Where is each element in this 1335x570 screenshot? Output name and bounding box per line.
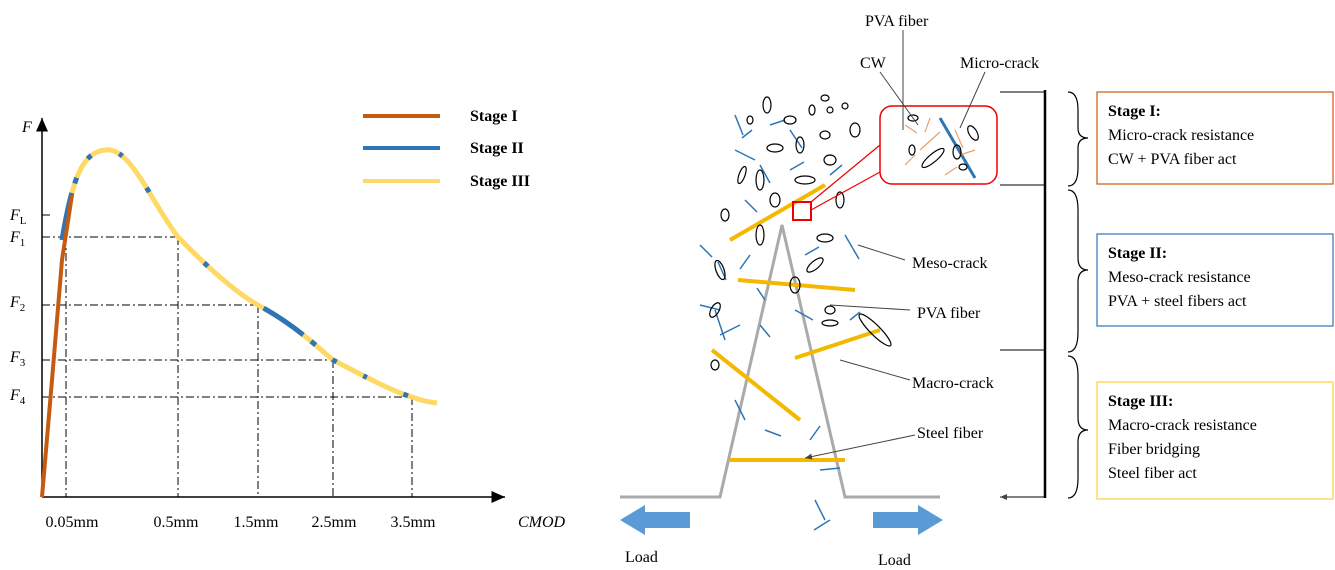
y-axis-label: F (21, 119, 32, 136)
stage-line: Fiber bridging (1108, 441, 1200, 458)
y-label-sub: 4 (20, 395, 26, 407)
stage-title: Stage I: (1108, 103, 1161, 120)
stage-line: CW + PVA fiber act (1108, 151, 1237, 168)
x-label: 0.5mm (154, 514, 199, 531)
stage-iii-curve (62, 150, 437, 403)
callout-label: Micro-crack (960, 55, 1039, 72)
callout-label: CW (860, 55, 887, 72)
x-label: 0.05mm (46, 514, 99, 531)
x-label: 3.5mm (391, 514, 436, 531)
zoom-box (880, 106, 997, 184)
y-label-base: F (9, 207, 20, 224)
y-label: F4 (9, 387, 26, 407)
callout-label: Steel fiber (917, 425, 984, 442)
figure: F CMOD FLF1F2F3F4 0.05mm0.5mm1.5mm2.5mm3… (0, 0, 1335, 570)
pores (708, 95, 895, 370)
y-label: FL (9, 207, 27, 227)
y-label-base: F (9, 229, 20, 246)
y-label: F2 (9, 294, 25, 314)
guide-lines (42, 215, 412, 497)
crack-diagram: PVA fiber CW Micro-crack Meso-crack PVA … (620, 13, 1039, 569)
y-label-base: F (9, 349, 20, 366)
load-arrow-right (873, 505, 943, 535)
stage-title: Stage II: (1108, 245, 1167, 262)
stage-line: PVA + steel fibers act (1108, 293, 1247, 310)
stage-line: Meso-crack resistance (1108, 269, 1251, 286)
notch-profile (620, 225, 940, 497)
x-label: 1.5mm (234, 514, 279, 531)
callout-label: Macro-crack (912, 375, 994, 392)
callout-label: PVA fiber (865, 13, 929, 30)
y-label-sub: 3 (20, 357, 26, 369)
y-label-sub: 2 (20, 302, 26, 314)
legend-label: Stage I (470, 108, 518, 125)
y-label-sub: 1 (20, 237, 26, 249)
stage-title: Stage III: (1108, 393, 1173, 410)
legend-label: Stage II (470, 140, 524, 157)
stage-line: Micro-crack resistance (1108, 127, 1254, 144)
x-axis-label: CMOD (518, 514, 566, 531)
y-label-base: F (9, 387, 20, 404)
callout-label: PVA fiber (917, 305, 981, 322)
zoom-connector (811, 145, 880, 210)
stage-i-curve (42, 195, 72, 497)
load-label: Load (625, 549, 658, 566)
callout-label: Meso-crack (912, 255, 988, 272)
y-label: F1 (9, 229, 25, 249)
zoom-marker (793, 202, 811, 220)
y-label-base: F (9, 294, 20, 311)
load-label: Load (878, 552, 911, 569)
y-label-sub: L (20, 215, 27, 227)
y-label: F3 (9, 349, 26, 369)
x-label: 2.5mm (312, 514, 357, 531)
stage-line: Steel fiber act (1108, 465, 1197, 482)
stage-line: Macro-crack resistance (1108, 417, 1257, 434)
load-arrow-left (620, 505, 690, 535)
legend-label: Stage III (470, 173, 530, 190)
stage-scale: Stage I: Micro-crack resistance CW + PVA f… (1000, 90, 1333, 499)
